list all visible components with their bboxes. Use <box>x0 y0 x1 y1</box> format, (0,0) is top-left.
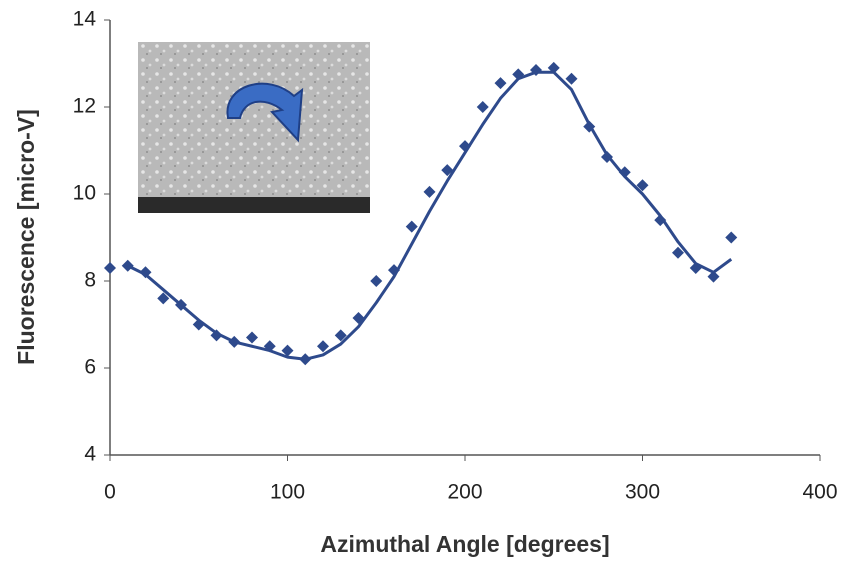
x-axis-title: Azimuthal Angle [degrees] <box>320 531 609 557</box>
data-point <box>423 185 436 198</box>
data-point <box>405 220 418 233</box>
data-point <box>317 340 329 353</box>
inset-substrate <box>138 197 370 213</box>
x-tick-label: 0 <box>104 481 116 504</box>
data-point <box>725 231 738 244</box>
data-point <box>157 292 170 305</box>
data-point <box>441 164 454 177</box>
y-axis-title: Fluorescence [micro-V] <box>13 109 39 365</box>
data-point <box>636 179 649 192</box>
y-tick-label: 8 <box>84 269 96 292</box>
data-point <box>672 246 684 259</box>
x-tick-label: 400 <box>802 481 837 504</box>
data-point <box>370 275 383 287</box>
data-point <box>334 329 347 342</box>
y-tick-label: 4 <box>84 443 96 466</box>
data-point <box>246 331 258 344</box>
y-tick-label: 12 <box>73 95 96 118</box>
x-tick-label: 100 <box>270 481 305 504</box>
y-tick-label: 10 <box>73 182 96 205</box>
inset-surface <box>138 42 370 197</box>
rotation-arrow <box>226 82 304 143</box>
data-point <box>281 344 294 357</box>
data-point <box>707 270 720 283</box>
data-point <box>654 214 667 227</box>
y-tick-label: 14 <box>73 8 97 31</box>
fit-line <box>127 70 733 361</box>
data-point <box>476 101 489 113</box>
data-point <box>565 72 578 85</box>
inset-image <box>138 42 370 213</box>
y-tick-label: 6 <box>84 356 96 379</box>
data-point <box>494 77 507 90</box>
data-point <box>104 261 116 274</box>
x-tick-label: 200 <box>447 481 482 504</box>
x-tick-label: 300 <box>625 481 660 504</box>
